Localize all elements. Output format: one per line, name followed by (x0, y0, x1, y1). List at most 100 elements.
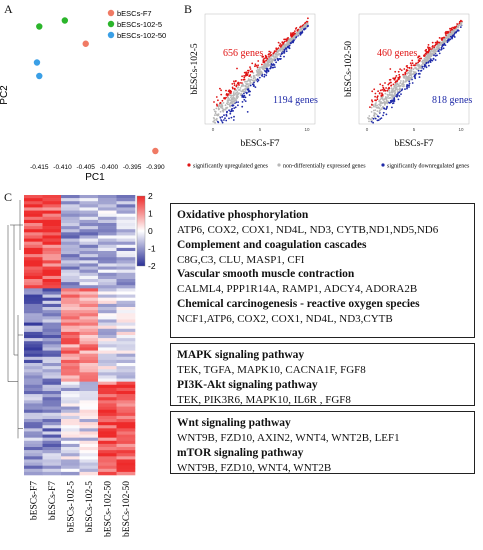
heatmap-cell (61, 322, 80, 326)
colorbar-gradient (136, 195, 146, 267)
gene-point (423, 65, 426, 68)
heatmap-cell (61, 244, 80, 249)
heatmap-cell (24, 387, 43, 392)
heatmap-cell (42, 347, 62, 351)
gene-point (271, 66, 274, 69)
gene-point (266, 58, 269, 60)
left-ylabel: bESCs-102-5 (190, 43, 200, 94)
gene-point (384, 92, 387, 95)
heatmap-cell (61, 219, 80, 224)
gene-point (376, 119, 379, 122)
gene-point (424, 52, 427, 55)
gene-point (441, 42, 443, 44)
gene-point (267, 69, 270, 72)
heatmap-cell (98, 338, 117, 342)
gene-point (460, 21, 463, 24)
gene-point (229, 110, 232, 113)
heatmap-cell (98, 238, 117, 242)
heatmap-cell (42, 328, 62, 333)
gene-point (404, 88, 406, 90)
gene-point (443, 36, 446, 39)
panel-b-letter: B (184, 2, 193, 16)
heatmap-cell (79, 275, 99, 280)
gene-point (394, 76, 397, 79)
heatmap-cell (98, 397, 117, 401)
heatmap-cell (79, 359, 99, 364)
gene-point (405, 85, 408, 87)
heatmap-cell (42, 247, 62, 252)
gene-point (233, 101, 236, 104)
heatmap-cell (61, 216, 80, 221)
heatmap-cell (98, 453, 117, 457)
heatmap-cell (98, 235, 117, 239)
gene-point (232, 98, 234, 101)
heatmap-cell (61, 465, 80, 470)
gene-point (275, 61, 277, 64)
gene-point (236, 97, 238, 99)
gene-point (444, 32, 447, 35)
gene-point (230, 96, 232, 99)
gene-point (392, 87, 395, 90)
gene-point (376, 104, 379, 107)
gene-point (269, 57, 271, 60)
gene-point (243, 78, 246, 81)
heatmap-cell (42, 254, 62, 258)
heatmap-cell (98, 443, 117, 448)
pathway-term: Complement and coagulation cascades (177, 238, 367, 251)
gene-point (379, 102, 382, 105)
gene-point (411, 78, 413, 81)
heatmap-cell (79, 335, 99, 339)
gene-point (432, 49, 435, 51)
gene-point (306, 20, 309, 23)
gene-point (265, 59, 267, 62)
heatmap-cell (116, 406, 136, 410)
heatmap-cell (42, 226, 62, 230)
gene-point (254, 78, 257, 81)
gene-point (392, 99, 395, 102)
heatmap-cell (79, 397, 99, 401)
gene-point (227, 96, 230, 99)
gene-point (381, 106, 384, 109)
gene-point (369, 118, 372, 121)
heatmap-cell (42, 322, 62, 326)
heatmap-cell (116, 316, 136, 320)
gene-point (307, 17, 309, 20)
heatmap-cell (61, 397, 80, 401)
heatmap-cell (24, 456, 43, 460)
gene-point (235, 92, 237, 94)
gene-point (247, 85, 250, 88)
heatmap-cell (42, 216, 62, 221)
gene-point (283, 40, 286, 43)
pathway-term: mTOR signaling pathway (177, 446, 304, 459)
heatmap-cell (98, 213, 117, 218)
gene-point (449, 38, 451, 40)
gene-point (381, 94, 384, 97)
gene-point (260, 71, 263, 73)
heatmap-cell (61, 288, 80, 292)
heatmap-cell (116, 378, 136, 382)
heatmap-cell (42, 307, 62, 311)
gene-point (258, 66, 260, 69)
heatmap-cell (98, 223, 117, 227)
gene-point (232, 103, 234, 105)
heatmap-cell (116, 291, 136, 295)
gene-point (431, 52, 434, 54)
gene-point (290, 42, 292, 45)
gene-point (254, 76, 256, 79)
heatmap-cell (98, 325, 117, 330)
gene-point (235, 80, 237, 82)
gene-point (428, 64, 430, 67)
heatmap-cell (24, 235, 43, 239)
heatmap-cell (61, 353, 80, 358)
gene-point (219, 87, 221, 90)
heatmap-cell (42, 471, 62, 476)
gene-point (368, 120, 370, 123)
heatmap-cell (42, 425, 62, 429)
heatmap-cell (98, 437, 117, 442)
heatmap-cell (116, 275, 136, 280)
gene-point (392, 83, 395, 86)
heatmap-cell (61, 412, 80, 417)
heatmap-cell (61, 291, 80, 295)
heatmap-cell (61, 269, 80, 274)
gene-point (382, 114, 384, 117)
